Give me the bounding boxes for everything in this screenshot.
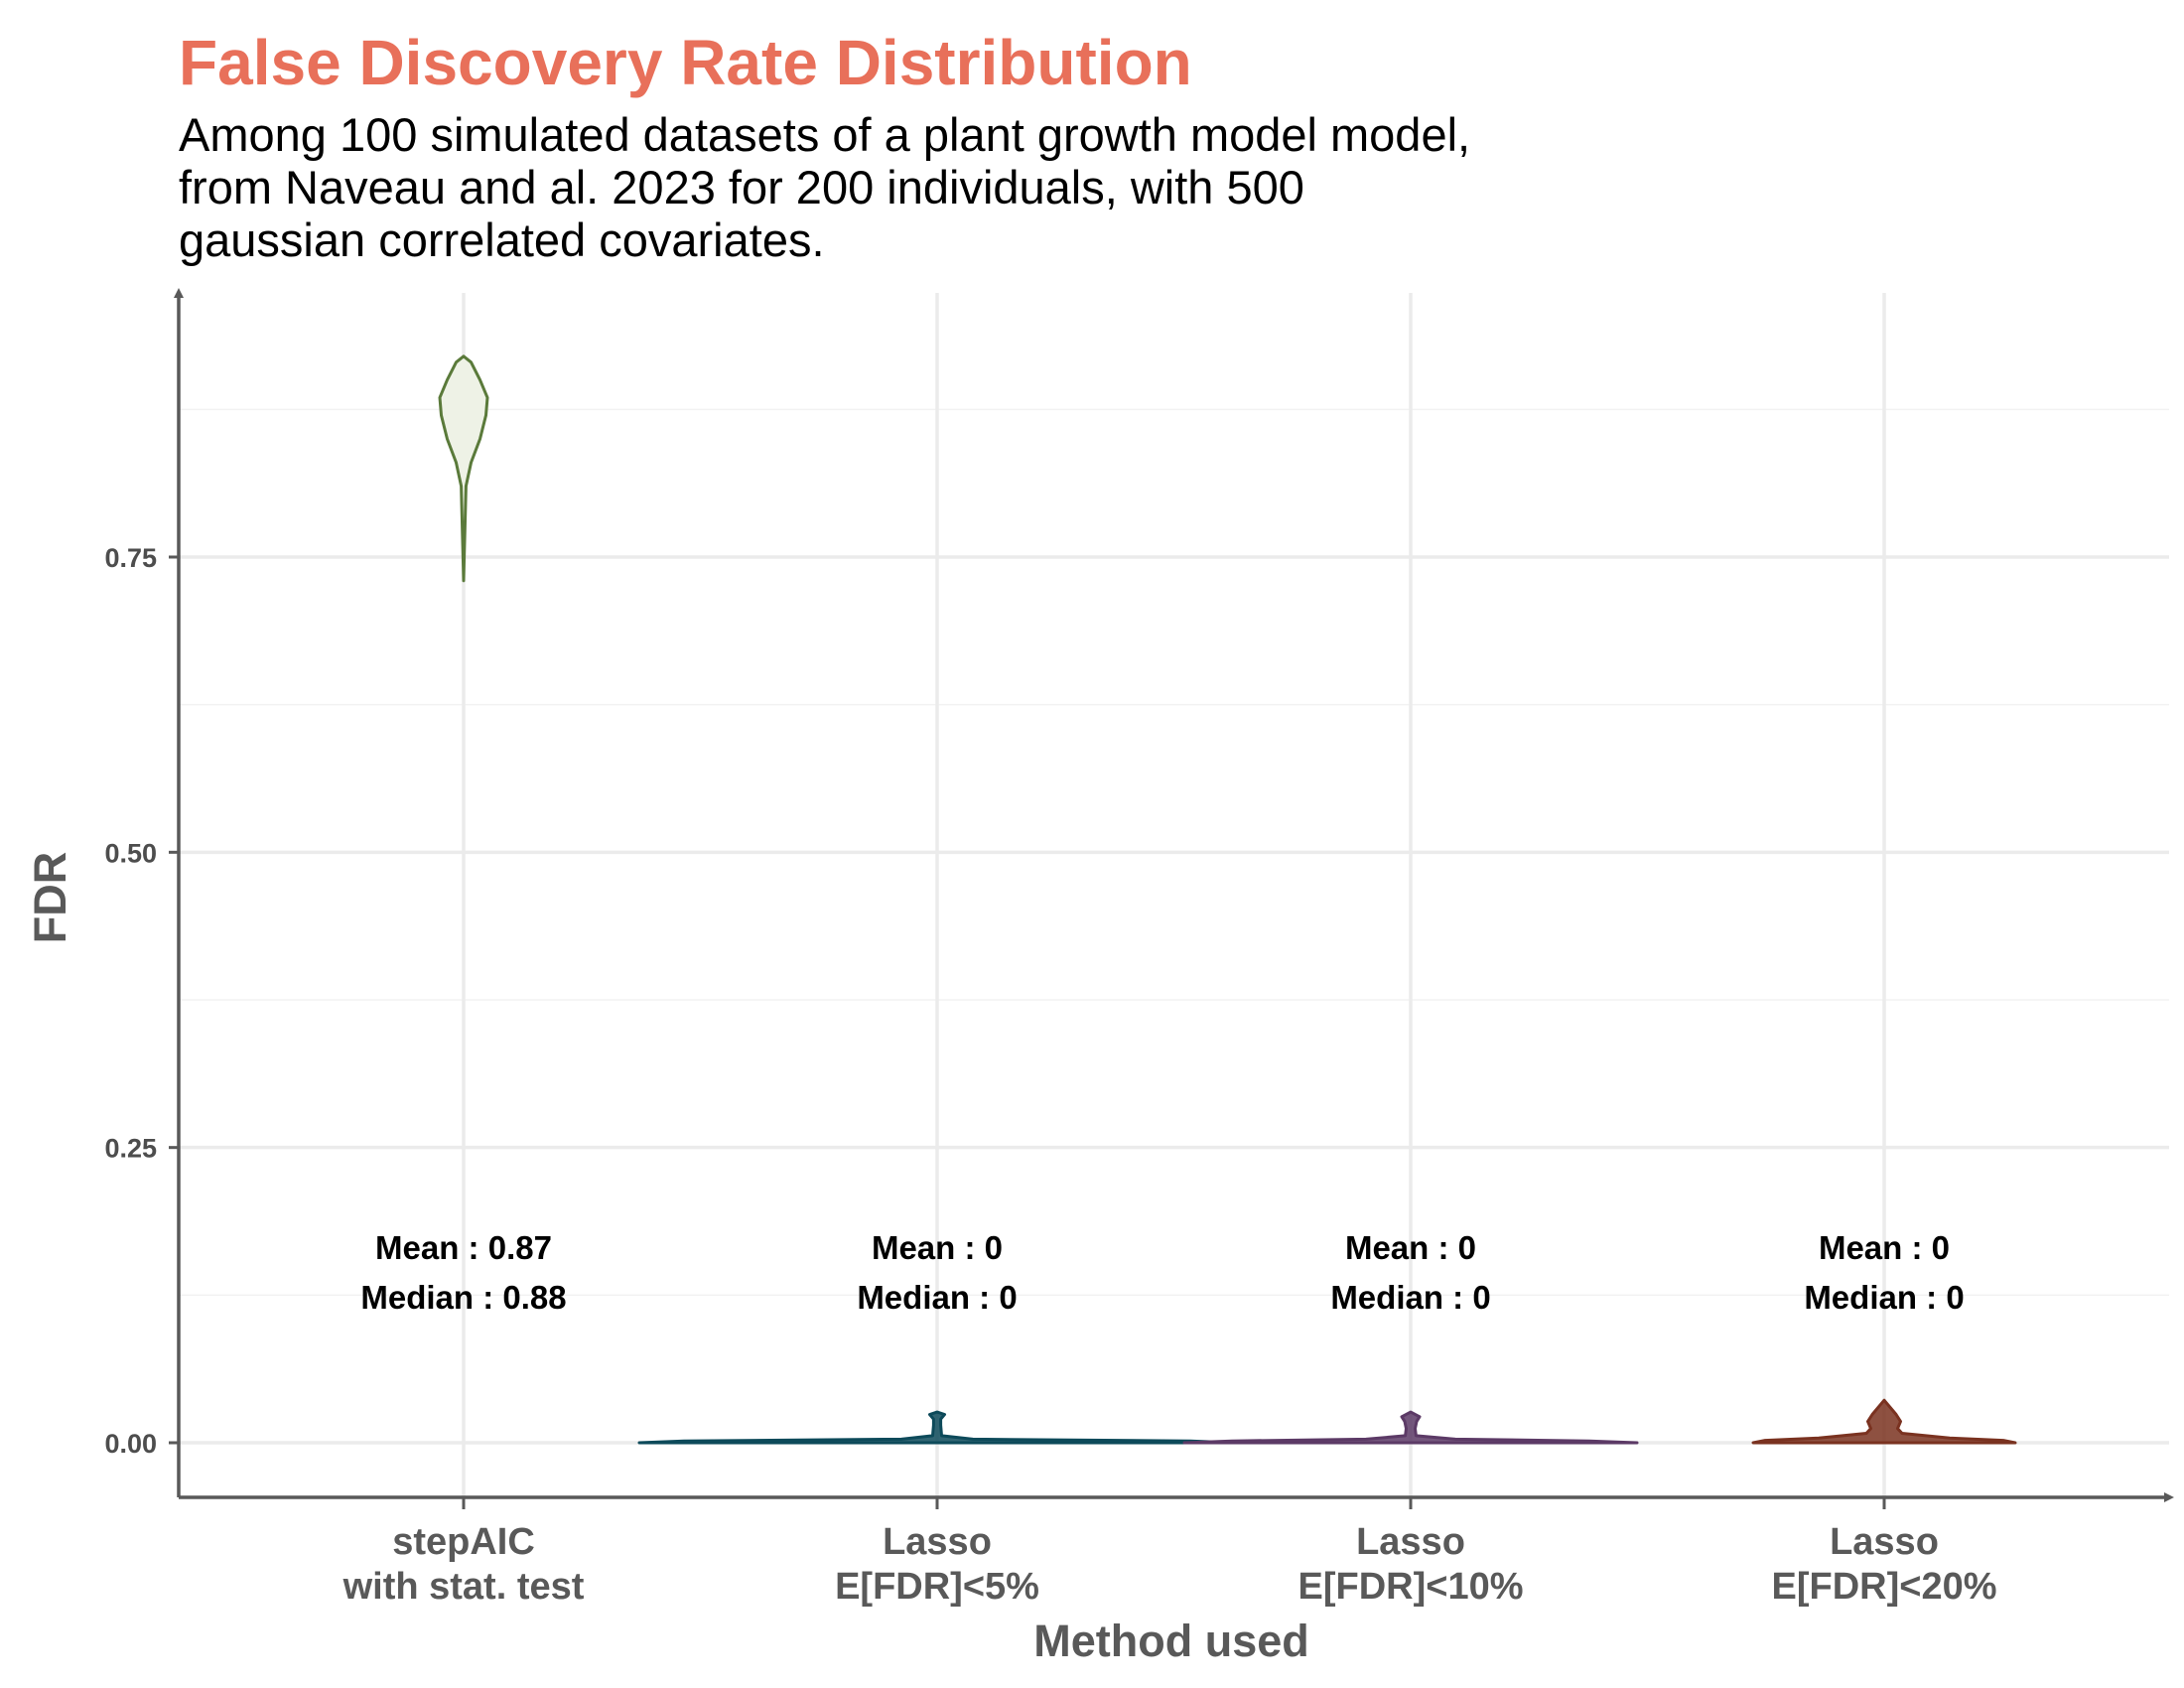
x-tick-label: stepAIC	[392, 1521, 535, 1563]
mean-label: Mean : 0	[872, 1229, 1003, 1266]
violin-shape	[1182, 1410, 1639, 1445]
x-tick-label: Lasso	[883, 1521, 992, 1563]
chart-subtitle-line-3: gaussian correlated covariates.	[179, 213, 825, 266]
median-label: Median : 0.88	[360, 1279, 566, 1316]
median-label: Median : 0	[857, 1279, 1017, 1316]
violin-shape	[637, 1410, 1237, 1445]
violins	[438, 354, 2017, 1445]
median-label: Median : 0	[1804, 1279, 1964, 1316]
chart-subtitle-line-2: from Naveau and al. 2023 for 200 individ…	[179, 161, 1304, 213]
mean-label: Mean : 0	[1819, 1229, 1950, 1266]
median-label: Median : 0	[1330, 1279, 1490, 1316]
x-tick-label: E[FDR]<10%	[1298, 1566, 1524, 1608]
gridlines	[179, 293, 2169, 1497]
x-tick-label: E[FDR]<5%	[835, 1566, 1039, 1608]
x-tick-label: with stat. test	[342, 1566, 585, 1608]
chart-title: False Discovery Rate Distribution	[179, 27, 1192, 98]
y-tick-label: 0.00	[104, 1429, 157, 1459]
x-axis-title: Method used	[1033, 1616, 1309, 1666]
y-tick-label: 0.50	[104, 838, 157, 868]
y-tick-label: 0.25	[104, 1134, 157, 1164]
chart-subtitle-line-1: Among 100 simulated datasets of a plant …	[179, 108, 1470, 161]
mean-label: Mean : 0	[1345, 1229, 1476, 1266]
y-tick-label: 0.75	[104, 543, 157, 573]
x-tick-label: E[FDR]<20%	[1772, 1566, 1997, 1608]
mean-label: Mean : 0.87	[375, 1229, 552, 1266]
x-tick-label: Lasso	[1356, 1521, 1465, 1563]
violin-shape	[438, 354, 489, 583]
y-axis-title: FDR	[25, 852, 75, 943]
x-tick-label: Lasso	[1830, 1521, 1939, 1563]
violin-shape	[1751, 1398, 2017, 1445]
annotations: Mean : 0.87 Median : 0.88 Mean : 0 Median :…	[360, 1229, 1964, 1316]
